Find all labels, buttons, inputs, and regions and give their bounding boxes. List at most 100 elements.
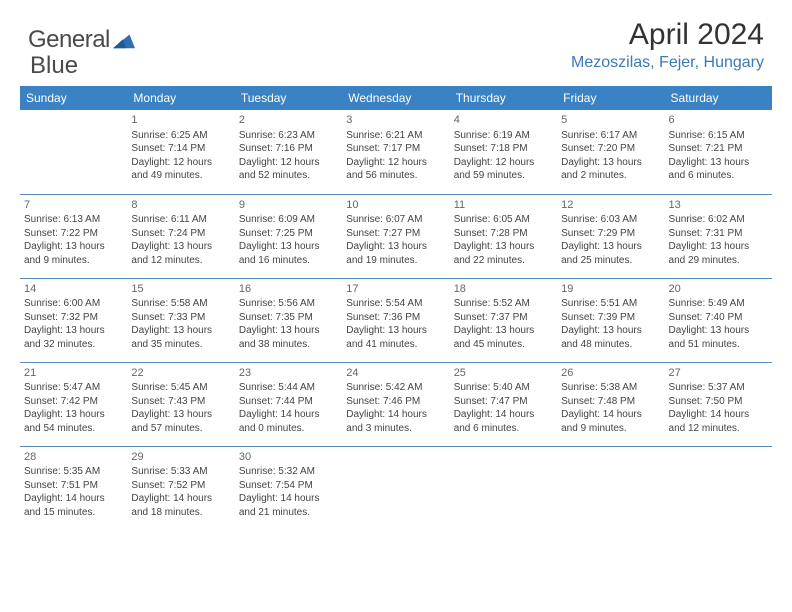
info-line: Sunset: 7:21 PM xyxy=(669,142,768,156)
day-number: 9 xyxy=(239,198,338,213)
day-number: 23 xyxy=(239,366,338,381)
info-line: Daylight: 13 hours xyxy=(561,324,660,338)
calendar-row: 28Sunrise: 5:35 AMSunset: 7:51 PMDayligh… xyxy=(20,446,772,530)
info-line: Daylight: 13 hours xyxy=(669,156,768,170)
info-line: Sunset: 7:17 PM xyxy=(346,142,445,156)
info-line: Sunset: 7:43 PM xyxy=(131,395,230,409)
brand-name-2: Blue xyxy=(30,52,78,80)
calendar-cell: 11Sunrise: 6:05 AMSunset: 7:28 PMDayligh… xyxy=(450,194,557,278)
day-info: Sunrise: 5:32 AMSunset: 7:54 PMDaylight:… xyxy=(239,465,338,519)
calendar-row: 1Sunrise: 6:25 AMSunset: 7:14 PMDaylight… xyxy=(20,110,772,194)
day-number: 4 xyxy=(454,113,553,128)
info-line: Daylight: 14 hours xyxy=(131,492,230,506)
location-text: Mezoszilas, Fejer, Hungary xyxy=(571,54,764,72)
title-block: April 2024 Mezoszilas, Fejer, Hungary xyxy=(571,18,764,72)
triangle-icon xyxy=(113,31,135,49)
day-number: 2 xyxy=(239,113,338,128)
calendar-cell: 14Sunrise: 6:00 AMSunset: 7:32 PMDayligh… xyxy=(20,278,127,362)
calendar-cell xyxy=(20,110,127,194)
info-line: Daylight: 14 hours xyxy=(346,408,445,422)
day-info: Sunrise: 6:07 AMSunset: 7:27 PMDaylight:… xyxy=(346,213,445,267)
day-header: Friday xyxy=(557,86,664,110)
info-line: Sunrise: 5:40 AM xyxy=(454,381,553,395)
info-line: Sunset: 7:22 PM xyxy=(24,227,123,241)
info-line: Sunset: 7:54 PM xyxy=(239,479,338,493)
calendar-cell: 19Sunrise: 5:51 AMSunset: 7:39 PMDayligh… xyxy=(557,278,664,362)
calendar-cell: 2Sunrise: 6:23 AMSunset: 7:16 PMDaylight… xyxy=(235,110,342,194)
calendar-cell: 15Sunrise: 5:58 AMSunset: 7:33 PMDayligh… xyxy=(127,278,234,362)
info-line: Daylight: 14 hours xyxy=(24,492,123,506)
info-line: Sunset: 7:42 PM xyxy=(24,395,123,409)
day-number: 17 xyxy=(346,282,445,297)
info-line: Sunrise: 6:19 AM xyxy=(454,129,553,143)
day-number: 16 xyxy=(239,282,338,297)
info-line: Daylight: 13 hours xyxy=(669,240,768,254)
info-line: Sunrise: 6:15 AM xyxy=(669,129,768,143)
info-line: and 21 minutes. xyxy=(239,506,338,520)
info-line: Daylight: 14 hours xyxy=(454,408,553,422)
info-line: and 52 minutes. xyxy=(239,169,338,183)
calendar-cell: 7Sunrise: 6:13 AMSunset: 7:22 PMDaylight… xyxy=(20,194,127,278)
info-line: Sunset: 7:20 PM xyxy=(561,142,660,156)
calendar-row: 7Sunrise: 6:13 AMSunset: 7:22 PMDaylight… xyxy=(20,194,772,278)
info-line: Sunrise: 5:35 AM xyxy=(24,465,123,479)
info-line: Sunset: 7:29 PM xyxy=(561,227,660,241)
day-info: Sunrise: 6:25 AMSunset: 7:14 PMDaylight:… xyxy=(131,129,230,183)
day-info: Sunrise: 6:09 AMSunset: 7:25 PMDaylight:… xyxy=(239,213,338,267)
info-line: Sunset: 7:50 PM xyxy=(669,395,768,409)
info-line: Daylight: 13 hours xyxy=(131,240,230,254)
info-line: Daylight: 13 hours xyxy=(24,408,123,422)
day-number: 28 xyxy=(24,450,123,465)
info-line: Sunrise: 6:25 AM xyxy=(131,129,230,143)
day-info: Sunrise: 5:58 AMSunset: 7:33 PMDaylight:… xyxy=(131,297,230,351)
info-line: Sunset: 7:18 PM xyxy=(454,142,553,156)
day-number: 5 xyxy=(561,113,660,128)
day-info: Sunrise: 5:37 AMSunset: 7:50 PMDaylight:… xyxy=(669,381,768,435)
day-number: 27 xyxy=(669,366,768,381)
day-info: Sunrise: 6:11 AMSunset: 7:24 PMDaylight:… xyxy=(131,213,230,267)
day-info: Sunrise: 5:35 AMSunset: 7:51 PMDaylight:… xyxy=(24,465,123,519)
brand-name-1: General xyxy=(28,26,110,54)
info-line: and 41 minutes. xyxy=(346,338,445,352)
info-line: Daylight: 14 hours xyxy=(239,492,338,506)
day-info: Sunrise: 6:17 AMSunset: 7:20 PMDaylight:… xyxy=(561,129,660,183)
info-line: Sunrise: 6:05 AM xyxy=(454,213,553,227)
info-line: Sunrise: 5:33 AM xyxy=(131,465,230,479)
day-info: Sunrise: 6:19 AMSunset: 7:18 PMDaylight:… xyxy=(454,129,553,183)
day-info: Sunrise: 5:54 AMSunset: 7:36 PMDaylight:… xyxy=(346,297,445,351)
day-header: Wednesday xyxy=(342,86,449,110)
info-line: Sunrise: 5:44 AM xyxy=(239,381,338,395)
info-line: and 32 minutes. xyxy=(24,338,123,352)
info-line: and 18 minutes. xyxy=(131,506,230,520)
info-line: Sunrise: 6:11 AM xyxy=(131,213,230,227)
calendar-cell: 21Sunrise: 5:47 AMSunset: 7:42 PMDayligh… xyxy=(20,362,127,446)
info-line: Sunrise: 5:37 AM xyxy=(669,381,768,395)
calendar-cell: 1Sunrise: 6:25 AMSunset: 7:14 PMDaylight… xyxy=(127,110,234,194)
info-line: Sunset: 7:51 PM xyxy=(24,479,123,493)
info-line: Sunset: 7:31 PM xyxy=(669,227,768,241)
day-header: Sunday xyxy=(20,86,127,110)
calendar-cell: 30Sunrise: 5:32 AMSunset: 7:54 PMDayligh… xyxy=(235,446,342,530)
info-line: Sunset: 7:35 PM xyxy=(239,311,338,325)
info-line: Daylight: 13 hours xyxy=(239,240,338,254)
info-line: Daylight: 13 hours xyxy=(131,408,230,422)
info-line: Sunset: 7:28 PM xyxy=(454,227,553,241)
info-line: Daylight: 13 hours xyxy=(454,324,553,338)
info-line: Sunrise: 5:54 AM xyxy=(346,297,445,311)
info-line: Daylight: 12 hours xyxy=(239,156,338,170)
day-info: Sunrise: 5:44 AMSunset: 7:44 PMDaylight:… xyxy=(239,381,338,435)
day-number: 12 xyxy=(561,198,660,213)
day-info: Sunrise: 5:42 AMSunset: 7:46 PMDaylight:… xyxy=(346,381,445,435)
day-info: Sunrise: 6:05 AMSunset: 7:28 PMDaylight:… xyxy=(454,213,553,267)
day-header: Tuesday xyxy=(235,86,342,110)
info-line: Sunset: 7:24 PM xyxy=(131,227,230,241)
info-line: Sunset: 7:32 PM xyxy=(24,311,123,325)
info-line: Sunrise: 6:07 AM xyxy=(346,213,445,227)
info-line: Sunrise: 6:00 AM xyxy=(24,297,123,311)
day-header: Saturday xyxy=(665,86,772,110)
info-line: Sunrise: 5:58 AM xyxy=(131,297,230,311)
info-line: and 0 minutes. xyxy=(239,422,338,436)
day-info: Sunrise: 5:51 AMSunset: 7:39 PMDaylight:… xyxy=(561,297,660,351)
info-line: and 2 minutes. xyxy=(561,169,660,183)
info-line: and 49 minutes. xyxy=(131,169,230,183)
